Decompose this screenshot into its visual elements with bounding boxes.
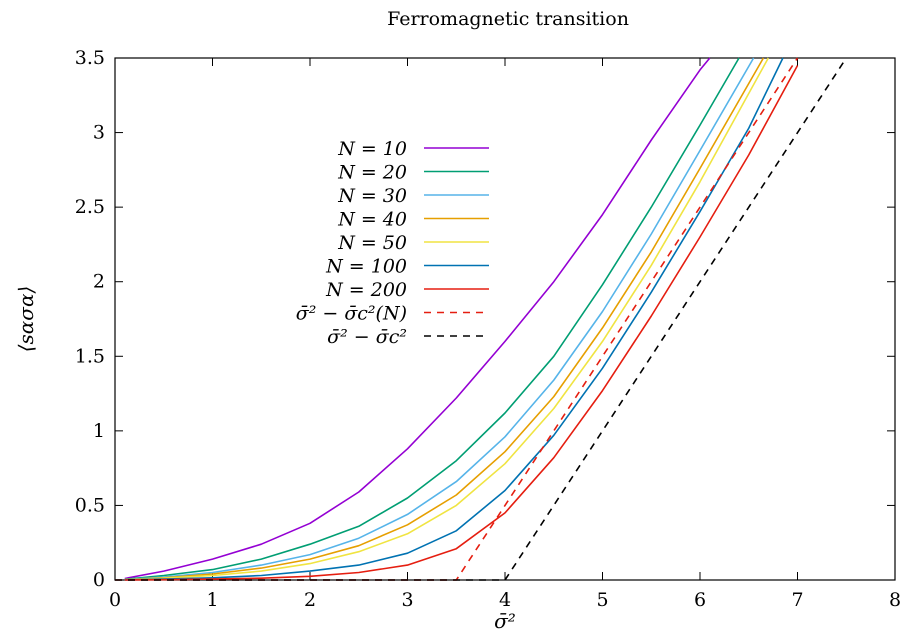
y-tick-label: 0 (93, 569, 105, 591)
chart-title: Ferromagnetic transition (387, 8, 629, 30)
y-axis: 0 0.5 1 1.5 2 2.5 3 3.5 (75, 47, 895, 591)
y-tick-label: 1 (93, 420, 105, 442)
legend-label: σ̄² − σ̄c²(N) (296, 303, 407, 325)
x-tick-label: 1 (206, 589, 218, 611)
series-line (124, 57, 740, 581)
x-tick-label: 2 (304, 589, 316, 611)
series-line (124, 57, 755, 581)
y-axis-label: ⟨sασα⟩ (14, 286, 38, 353)
y-tick-label: 3 (93, 122, 105, 144)
series-line (124, 57, 770, 581)
x-tick-label: 6 (694, 589, 706, 611)
legend-label: N = 200 (325, 279, 407, 301)
series-lines (115, 57, 847, 581)
legend-label: N = 30 (337, 185, 407, 207)
x-tick-label: 8 (889, 589, 901, 611)
series-line (124, 57, 765, 581)
x-tick-label: 4 (499, 589, 511, 611)
x-tick-label: 7 (791, 589, 803, 611)
legend-label: N = 100 (325, 256, 407, 278)
plot-frame (114, 57, 896, 581)
y-tick-label: 2 (93, 271, 105, 293)
legend-label: N = 20 (337, 162, 407, 184)
x-axis: 0 1 2 3 4 5 6 7 8 (109, 58, 901, 611)
series-line (124, 65, 799, 581)
series-line (124, 57, 784, 581)
y-tick-label: 0.5 (75, 494, 105, 516)
series-line (115, 57, 799, 581)
legend-label: N = 40 (337, 209, 407, 231)
y-tick-label: 1.5 (75, 345, 105, 367)
series-line (115, 57, 847, 581)
legend-label: σ̄² − σ̄c² (327, 326, 407, 348)
y-tick-label: 3.5 (75, 47, 105, 69)
y-tick-label: 2.5 (75, 196, 105, 218)
series-line (124, 57, 711, 580)
x-tick-label: 3 (401, 589, 413, 611)
x-tick-label: 5 (596, 589, 608, 611)
legend-label: N = 50 (337, 232, 407, 254)
plot-area (114, 57, 896, 581)
x-tick-label: 0 (109, 589, 121, 611)
x-axis-label: σ̄² (494, 609, 516, 633)
legend-label: N = 10 (337, 138, 407, 160)
